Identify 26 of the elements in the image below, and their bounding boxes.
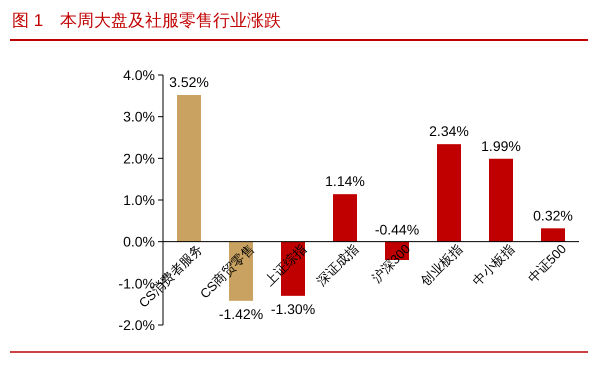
y-tick-label: -2.0%	[118, 317, 155, 333]
data-label: 1.14%	[325, 173, 365, 190]
bar	[333, 194, 357, 242]
data-label: 1.99%	[481, 138, 521, 154]
data-label: -0.44%	[374, 222, 420, 238]
chart-title: 图 1 本周大盘及社服零售行业涨跌	[12, 11, 282, 30]
y-tick-label: 2.0%	[123, 150, 155, 166]
data-label: 3.52%	[169, 74, 209, 90]
y-tick-label: 3.0%	[123, 108, 155, 125]
x-tick-label: 创业板指	[418, 241, 466, 289]
x-tick-label: 深证成指	[314, 241, 362, 289]
x-tick-label: 中小板指	[470, 241, 518, 289]
bar	[177, 95, 201, 242]
x-tick-label: 上证综指	[262, 241, 310, 289]
x-tick-label: 中证500	[524, 241, 570, 286]
bar	[437, 144, 461, 242]
data-label: 2.34%	[429, 123, 469, 140]
y-tick-label: 4.0%	[123, 67, 155, 83]
y-tick-label: 0.0%	[123, 234, 155, 250]
x-tick-label: 沪深300	[368, 241, 414, 286]
y-tick-label: 1.0%	[123, 192, 155, 208]
data-label: -1.30%	[270, 300, 316, 317]
bar	[541, 228, 565, 242]
bar	[489, 158, 513, 242]
data-label: -1.42%	[218, 306, 264, 322]
data-label: 0.32%	[533, 207, 573, 224]
